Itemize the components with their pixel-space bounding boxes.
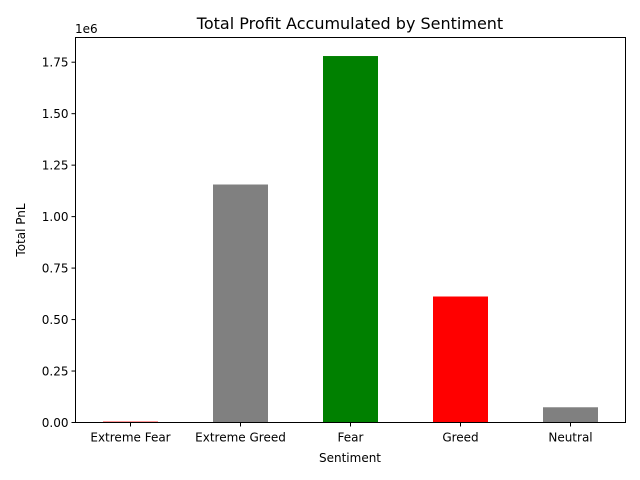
bar-fear (323, 56, 378, 423)
bars-group (103, 56, 598, 423)
x-axis-label: Sentiment (319, 451, 381, 465)
x-tick-label: Fear (338, 431, 364, 445)
bar-greed (433, 296, 488, 423)
x-tick-label: Extreme Fear (90, 431, 170, 445)
y-tick-label: 1.00 (42, 210, 69, 224)
y-tick-label: 1.25 (42, 159, 69, 173)
y-tick-label: 0.25 (42, 365, 69, 379)
y-axis-offset-label: 1e6 (75, 22, 98, 36)
y-tick-label: 0.50 (42, 313, 69, 327)
x-tick-label: Neutral (548, 431, 592, 445)
bar-extreme-greed (213, 184, 268, 423)
x-tick-label: Greed (442, 431, 478, 445)
y-tick-label: 0.75 (42, 262, 69, 276)
y-axis-label: Total PnL (14, 203, 28, 257)
y-axis-ticks: 0.00 0.25 0.50 0.75 1.00 1.25 1.50 1.75 (42, 56, 76, 430)
y-tick-label: 0.00 (42, 416, 69, 430)
bar-neutral (543, 407, 598, 423)
y-tick-label: 1.50 (42, 107, 69, 121)
x-axis-ticks: Extreme Fear Extreme Greed Fear Greed Neutra… (90, 422, 593, 445)
plot-area-frame (75, 37, 626, 423)
y-tick-label: 1.75 (42, 56, 69, 70)
chart-title: Total Profit Accumulated by Sentiment (196, 14, 503, 33)
x-tick-label: Extreme Greed (195, 431, 286, 445)
